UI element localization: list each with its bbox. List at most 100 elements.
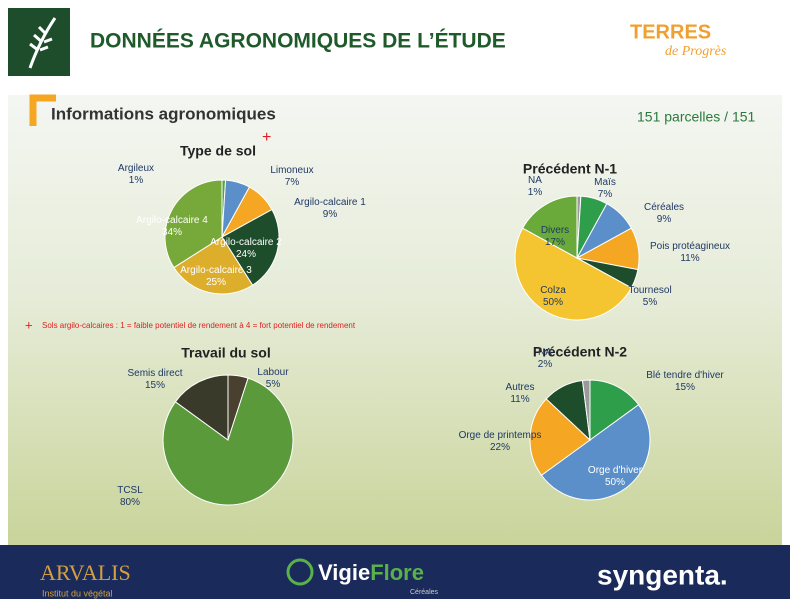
slice-value: 17% — [545, 237, 565, 248]
slice-label: Céréales 9% — [644, 202, 684, 225]
slice-name: Orge de printemps — [459, 430, 542, 441]
slice-label: Divers 17% — [541, 225, 569, 248]
slice-value: 1% — [528, 187, 543, 198]
slice-label: Argilo-calcaire 1 9% — [294, 197, 366, 220]
slice-label: Orge de printemps 22% — [459, 430, 542, 453]
header-bg — [0, 0, 790, 95]
slice-name: Limoneux — [270, 165, 313, 176]
slice-value: 22% — [490, 442, 510, 453]
slice-name: Argileux — [118, 163, 154, 174]
slice-label: Labour 5% — [257, 367, 289, 390]
slice-label: TCSL 80% — [117, 485, 143, 508]
slice-value: 7% — [598, 189, 613, 200]
syngenta: syngenta. — [597, 559, 728, 590]
slice-value: 7% — [285, 177, 300, 188]
vigie-sub: Céréales — [410, 589, 439, 596]
chart-title: Précédent N-2 — [533, 344, 627, 360]
logo-sub: de Progrès — [665, 44, 727, 59]
slice-name: Divers — [541, 225, 569, 236]
slice-value: 5% — [643, 297, 658, 308]
slice-value: 50% — [543, 297, 563, 308]
slice-name: NA — [528, 175, 542, 186]
pie-slice — [221, 208, 280, 286]
slice-label: Colza 50% — [540, 285, 566, 308]
slice-value: 50% — [605, 477, 625, 488]
count: 151 parcelles / 151 — [637, 109, 756, 125]
page-title: DONNÉES AGRONOMIQUES DE L’ÉTUDE — [90, 30, 506, 53]
slice-value: 11% — [510, 394, 529, 405]
logo-text: TERRES — [630, 21, 711, 43]
pie-slice — [521, 195, 578, 259]
arvalis: ARVALIS — [40, 560, 131, 585]
slice-value: 2% — [538, 359, 553, 370]
body-bg — [8, 95, 782, 545]
slice-name: NA — [538, 347, 552, 358]
slice-name: Orge d'hiver — [588, 465, 643, 476]
slice-label: Argileux 1% — [118, 163, 154, 186]
pie-slice — [173, 236, 254, 295]
slice-label: Argilo-calcaire 3 25% — [180, 265, 252, 288]
pie-slice — [162, 377, 294, 506]
slice-value: 80% — [120, 497, 140, 508]
slice-name: Argilo-calcaire 4 — [136, 215, 208, 226]
slice-value: 5% — [266, 379, 281, 390]
slice-name: Labour — [257, 367, 289, 378]
slice-name: Argilo-calcaire 1 — [294, 197, 366, 208]
slice-value: 11% — [680, 253, 699, 264]
chart-title: Travail du sol — [181, 345, 270, 361]
flore: Flore — [370, 560, 424, 585]
slice-label: NA 1% — [528, 175, 543, 198]
pie-slice — [540, 404, 651, 501]
pie-slice — [514, 227, 633, 321]
slice-name: Argilo-calcaire 2 — [210, 237, 282, 248]
slice-name: Blé tendre d'hiver — [646, 370, 724, 381]
slice-label: Maïs 7% — [594, 177, 616, 200]
slice-value: 25% — [206, 277, 226, 288]
slice-value: 24% — [236, 249, 256, 260]
section-bracket — [29, 94, 56, 126]
vigie-icon — [286, 558, 314, 586]
footnote: Sols argilo-calcaires : 1 = faible poten… — [42, 321, 356, 330]
slice-name: Semis direct — [127, 368, 182, 379]
pie-slice — [164, 179, 223, 269]
pie-slice — [589, 379, 640, 441]
vigieflore: VigieFlore — [318, 560, 424, 585]
footer-bg — [0, 545, 790, 599]
slice-name: Maïs — [594, 177, 616, 188]
logo-wheat — [28, 17, 57, 69]
slice-name: Céréales — [644, 202, 684, 213]
slice-label: Pois protéagineux 11% — [650, 241, 730, 264]
slice-label: Semis direct 15% — [127, 368, 182, 391]
slice-value: 15% — [145, 380, 165, 391]
slice-value: 9% — [323, 209, 338, 220]
slice-label: Orge d'hiver 50% — [588, 465, 643, 488]
slice-label: Argilo-calcaire 2 24% — [210, 237, 282, 260]
section-title: Informations agronomiques — [51, 104, 276, 123]
slice-value: 9% — [657, 214, 672, 225]
slice-name: Autres — [506, 382, 535, 393]
slice-label: NA 2% — [538, 347, 553, 370]
pie-slice — [581, 379, 591, 441]
slice-label: Argilo-calcaire 4 34% — [136, 215, 208, 238]
arvalis-sub: Institut du végétal — [42, 588, 113, 598]
logo-box — [8, 8, 70, 76]
slice-label: Autres 11% — [506, 382, 535, 405]
slice-name: Pois protéagineux — [650, 241, 730, 252]
slice-name: TCSL — [117, 485, 143, 496]
slice-label: Blé tendre d'hiver 15% — [646, 370, 724, 393]
slice-name: Tournesol — [628, 285, 671, 296]
chart-title: Précédent N-1 — [523, 161, 617, 177]
slice-name: Argilo-calcaire 3 — [180, 265, 252, 276]
pie-slice — [174, 374, 229, 441]
slice-name: Colza — [540, 285, 566, 296]
slice-value: 1% — [129, 175, 144, 186]
star: + — [262, 129, 271, 146]
vigie: Vigie — [318, 560, 370, 585]
pie-slice — [529, 398, 591, 476]
chart-title: Type de sol — [180, 143, 256, 159]
slice-label: Limoneux 7% — [270, 165, 313, 188]
slice-label: Tournesol 5% — [628, 285, 671, 308]
slice-value: 34% — [162, 227, 182, 238]
star: + — [25, 317, 33, 332]
